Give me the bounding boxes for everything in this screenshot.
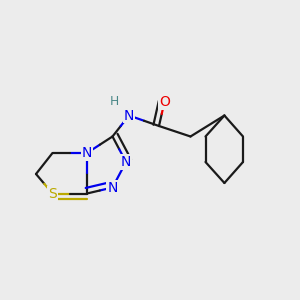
- Text: H: H: [110, 94, 119, 108]
- Text: O: O: [159, 95, 170, 109]
- Text: S: S: [48, 187, 57, 200]
- Text: N: N: [124, 109, 134, 122]
- Text: N: N: [82, 146, 92, 160]
- Text: N: N: [107, 181, 118, 194]
- Text: N: N: [121, 155, 131, 169]
